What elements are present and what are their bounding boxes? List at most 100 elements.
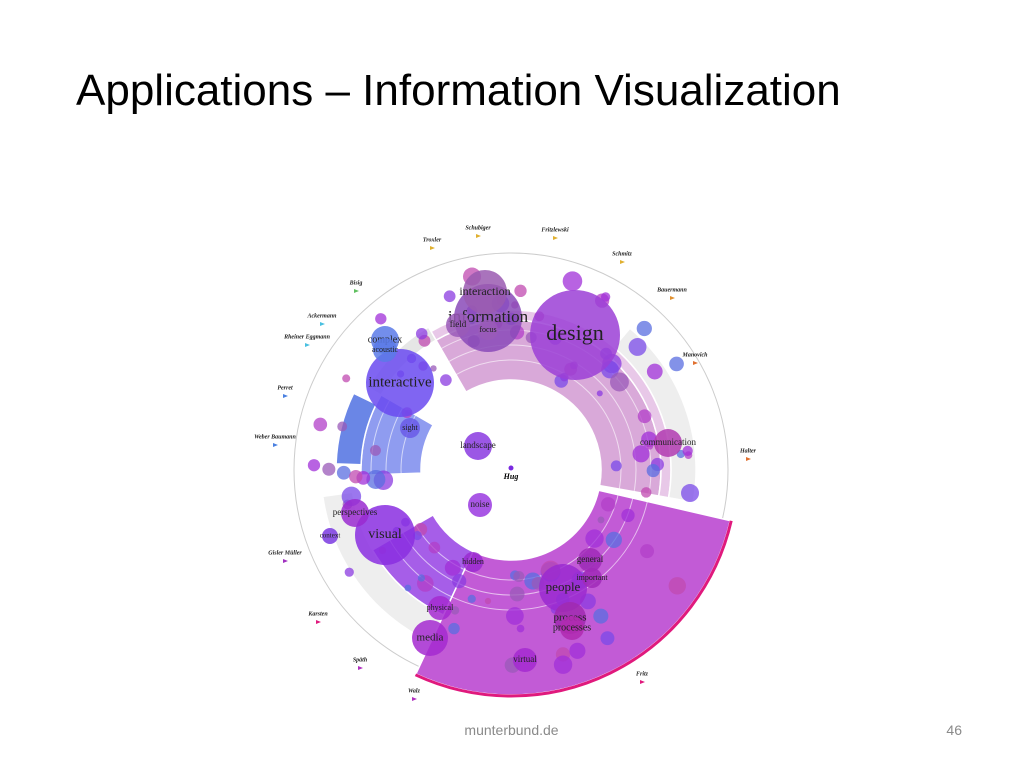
center-dot [508,465,514,471]
small-bubble [668,577,686,595]
author-marker [640,680,645,684]
small-bubble [553,655,573,674]
bubble-label: focus [479,325,496,334]
author-marker [693,361,698,365]
small-bubble [605,531,622,549]
author-marker [476,234,481,238]
small-bubble [428,541,441,554]
bubble-label: interaction [459,284,510,298]
small-bubble [412,530,422,541]
bubble [513,648,537,672]
author-marker [358,666,363,670]
author-marker [746,457,751,461]
author-marker [412,697,417,701]
small-bubble [509,586,525,602]
bubble [366,349,434,417]
bubble-label: general [577,554,604,564]
small-bubble [641,431,657,448]
small-bubble [585,529,604,548]
author-label: Rheiner Eggmann [283,334,331,340]
author-marker [320,322,325,326]
small-bubble [415,327,428,340]
bubble-label: interactive [368,374,432,390]
author-label: Bisig [349,280,363,286]
small-bubble [448,622,460,635]
bubble [468,493,492,517]
bubble-label: visual [368,527,402,542]
small-bubble [593,608,609,624]
small-bubble [417,574,426,582]
author-marker [283,559,288,563]
bubble [373,338,397,362]
small-bubble [601,497,616,512]
author-label: Troxler [423,237,442,243]
small-bubble [569,642,586,659]
bubble-label: noise [471,499,490,509]
small-bubble [349,469,363,484]
bubble [428,596,452,620]
bubble [654,429,682,457]
bubble-label: people [546,579,581,594]
small-bubble [366,469,386,489]
bubble-label: design [546,320,603,345]
bubble [341,499,369,527]
small-bubble [467,594,476,603]
small-bubble [337,421,348,432]
small-bubble [404,584,412,592]
author-label: Schubiger [465,225,491,231]
small-bubble [322,462,336,476]
bubble [412,620,448,656]
small-bubble [669,356,684,372]
small-bubble [450,606,460,615]
small-bubble [307,459,321,472]
bubble-label: landscape [460,440,495,450]
bubble [446,313,470,337]
author-marker [430,246,435,250]
author-label: Fritz [636,671,649,677]
small-bubble [562,271,583,291]
small-bubble [637,409,652,424]
author-label: Gisler Müller [268,550,302,556]
small-bubble [313,417,328,432]
author-marker [354,289,359,293]
author-label: Perret [277,385,293,391]
author-marker [553,236,558,240]
small-bubble [596,390,603,397]
small-bubble [628,338,647,356]
small-bubble [632,445,650,463]
slide-title: Applications – Information Visualization [76,66,841,115]
small-bubble [609,372,629,392]
small-bubble [513,570,525,582]
bubble [560,616,584,640]
author-label: Karsten [307,611,328,617]
small-bubble [506,607,524,625]
small-bubble [336,465,351,480]
bubble [530,290,620,380]
author-label: Manovich [681,352,708,358]
bubble-label: acoustic [372,345,399,354]
author-label: Schmitz [612,251,632,257]
small-bubble [516,624,525,633]
bubble [578,548,602,572]
bubble [478,320,498,340]
sector [612,327,697,503]
small-bubble [375,313,387,325]
bubble [463,552,483,572]
small-bubble [344,567,354,577]
author-label: Ackermann [306,313,337,319]
bubble [582,568,602,588]
page-number: 46 [946,722,962,738]
bubble-label: virtual [513,654,537,664]
small-bubble [443,290,456,303]
bubble [355,505,415,565]
small-bubble [640,544,655,559]
bubble-label: physical [427,603,454,612]
small-bubble [430,365,437,372]
bubble [400,418,420,438]
bubble-label: processes [553,622,591,633]
author-marker [670,296,675,300]
author-label: Späth [353,657,368,663]
author-label: Weber Baumann [254,434,296,440]
